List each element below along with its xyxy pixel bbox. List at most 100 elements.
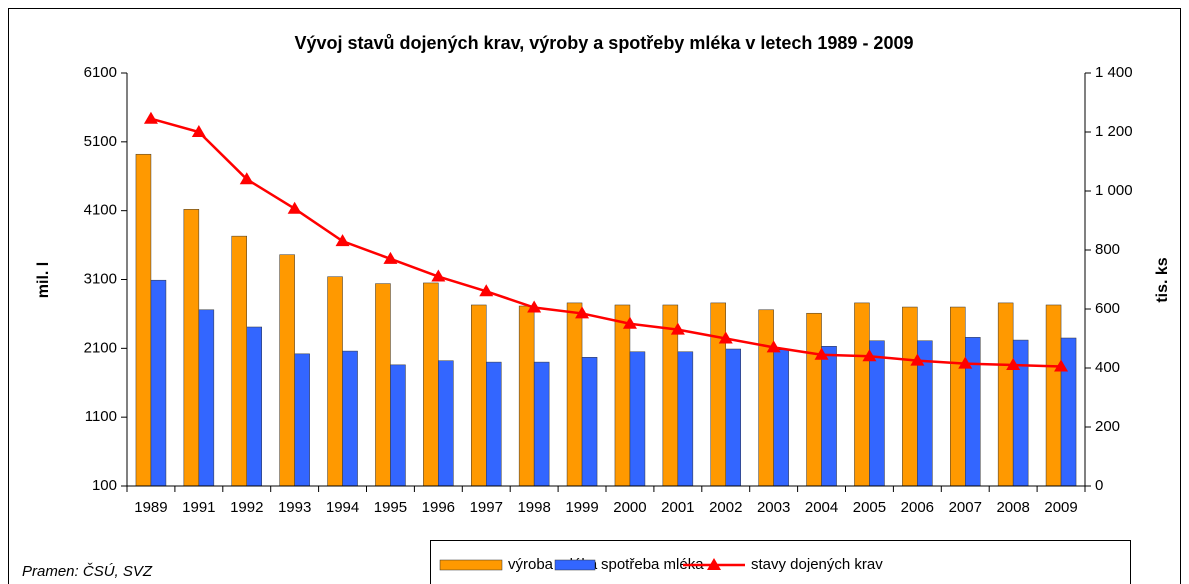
bar (438, 360, 454, 487)
bar (854, 302, 870, 487)
line-marker (383, 251, 398, 264)
line-marker (1054, 359, 1069, 372)
line-marker (287, 201, 302, 214)
bar (965, 337, 981, 487)
y-tick-label: 1100 (85, 408, 117, 425)
bar (950, 306, 966, 487)
bar (725, 348, 741, 487)
x-tick-label: 1995 (374, 499, 407, 516)
bar (390, 364, 406, 487)
bar (902, 306, 918, 487)
y2-tick-label: 800 (1095, 241, 1120, 258)
line-marker (910, 353, 925, 366)
y-tick-label: 6100 (84, 64, 117, 81)
chart-title: Vývoj stavů dojených krav, výroby a spot… (295, 33, 914, 53)
bar (869, 340, 885, 487)
legend-label: stavy dojených krav (751, 556, 883, 573)
y2-tick-label: 400 (1095, 359, 1120, 376)
source-note: Pramen: ČSÚ, SVZ (22, 563, 153, 580)
bar (997, 302, 1014, 487)
y2-tick-label: 1 000 (1095, 182, 1133, 199)
bar (327, 276, 343, 487)
legend-swatch (554, 559, 596, 571)
bar (150, 279, 167, 487)
line-marker (958, 356, 973, 369)
y-axis-label: mil. l (35, 262, 52, 298)
x-tick-label: 2004 (805, 499, 838, 516)
x-tick-label: 1996 (422, 499, 455, 516)
line-marker (527, 300, 542, 313)
x-tick-label: 2001 (661, 499, 694, 516)
bar (246, 326, 262, 487)
x-tick-label: 2005 (853, 499, 886, 516)
line-marker (814, 347, 829, 360)
line-marker (335, 234, 350, 247)
bar (198, 309, 215, 487)
line-marker (766, 340, 781, 353)
bar (566, 302, 583, 487)
x-tick-label: 2009 (1044, 499, 1077, 516)
line-marker (479, 284, 494, 297)
line-marker (575, 306, 590, 319)
bar (758, 309, 774, 487)
line-series (150, 117, 1062, 368)
bar (533, 361, 550, 487)
bar (614, 304, 631, 487)
bar (581, 357, 598, 487)
x-tick-label: 1998 (517, 499, 550, 516)
x-tick-label: 2003 (757, 499, 790, 516)
bar (710, 302, 726, 487)
x-tick-label: 2000 (613, 499, 646, 516)
y-tick-label: 2100 (84, 339, 117, 356)
y-tick-label: 5100 (84, 133, 117, 150)
y-tick-label: 4100 (84, 202, 117, 219)
x-tick-label: 1999 (565, 499, 598, 516)
x-tick-label: 1992 (230, 499, 263, 516)
bar (821, 346, 837, 487)
x-tick-label: 1997 (470, 499, 503, 516)
bar (135, 153, 152, 487)
line-marker (1006, 358, 1021, 371)
x-tick-label: 2006 (901, 499, 934, 516)
line-marker (862, 349, 877, 362)
bar (294, 353, 310, 487)
bar (806, 312, 822, 487)
line-marker (670, 322, 685, 335)
bar (773, 349, 789, 487)
x-tick-label: 1989 (134, 499, 167, 516)
x-tick-label: 1993 (278, 499, 311, 516)
y2-tick-label: 1 400 (1095, 64, 1133, 81)
bar (486, 361, 502, 487)
bar (342, 350, 358, 487)
line-marker (143, 111, 158, 124)
bar (629, 351, 646, 487)
bar (677, 351, 694, 487)
x-tick-label: 2007 (949, 499, 982, 516)
bar (375, 283, 391, 487)
y2-tick-label: 600 (1095, 300, 1120, 317)
legend-marker (707, 558, 721, 570)
bar (1060, 337, 1077, 487)
bar (183, 209, 200, 487)
bar (231, 235, 247, 487)
y-tick-label: 100 (92, 477, 117, 494)
y2-tick-label: 0 (1095, 477, 1103, 494)
y2-tick-label: 200 (1095, 418, 1120, 435)
y2-tick-label: 1 200 (1095, 123, 1133, 140)
bar (423, 282, 439, 487)
x-tick-label: 1991 (182, 499, 215, 516)
bar (1045, 304, 1062, 487)
line-marker (431, 269, 446, 282)
x-tick-label: 2002 (709, 499, 742, 516)
bar (518, 305, 535, 487)
bar (471, 304, 487, 487)
legend-box (430, 540, 1131, 584)
y2-axis-label: tis. ks (1154, 257, 1171, 302)
legend-label: spotřeba mléka (601, 556, 704, 573)
chart-border (8, 8, 1181, 584)
line-marker (239, 172, 254, 185)
line-marker (191, 125, 206, 137)
x-tick-label: 2008 (996, 499, 1029, 516)
y-tick-label: 3100 (84, 270, 117, 287)
